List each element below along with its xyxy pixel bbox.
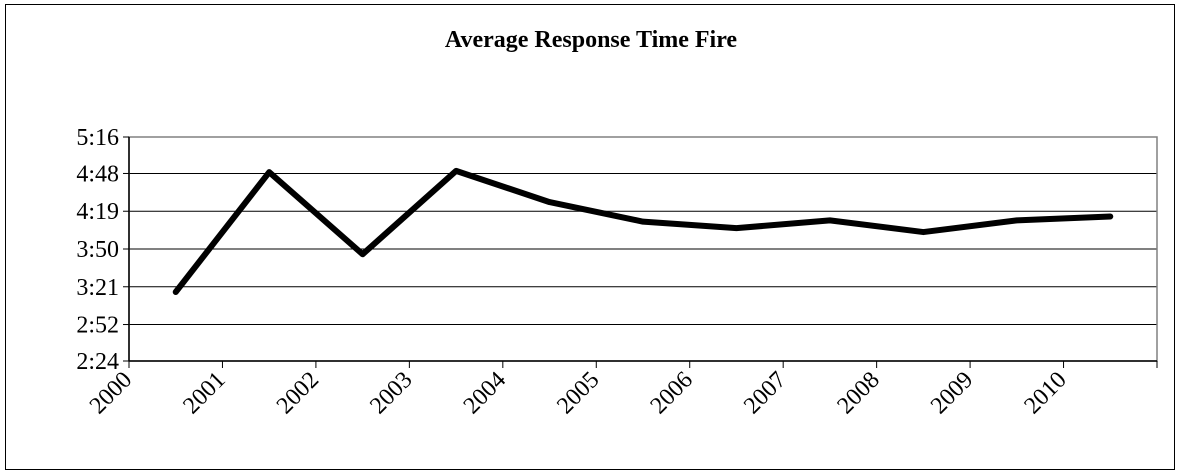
- y-axis-ticks: 2:24 2:52 3:21 3:50 4:19 4:48 5:16: [76, 125, 129, 375]
- y-tick-label: 2:24: [76, 349, 119, 375]
- y-tick-label: 5:16: [76, 125, 119, 151]
- chart-frame: [5, 4, 1175, 470]
- x-tick-label: 2006: [646, 367, 698, 419]
- x-tick-label: 2010: [1019, 367, 1071, 419]
- y-tick-label: 2:52: [76, 313, 119, 339]
- x-tick-label: 2008: [833, 367, 885, 419]
- chart-title: Average Response Time Fire: [444, 27, 738, 53]
- y-tick-label: 4:48: [76, 161, 119, 187]
- x-tick-label: 2002: [272, 367, 324, 419]
- x-tick-label: 2007: [739, 367, 791, 419]
- x-tick-label: 2004: [459, 367, 511, 419]
- y-tick-label: 4:19: [76, 199, 119, 225]
- x-tick-label: 2003: [365, 367, 417, 419]
- x-tick-label: 2001: [178, 367, 230, 419]
- x-axis-ticks: 2000 2001 2002 2003 2004 2005 2006 2007 2008 2009…: [85, 361, 1158, 419]
- x-tick-label: 2009: [926, 367, 978, 419]
- y-tick-label: 3:21: [76, 275, 119, 301]
- series: [172, 167, 1114, 295]
- series-line: [172, 167, 1114, 295]
- gridlines: [129, 136, 1157, 362]
- y-tick-label: 3:50: [76, 237, 119, 263]
- x-tick-label: 2005: [552, 367, 604, 419]
